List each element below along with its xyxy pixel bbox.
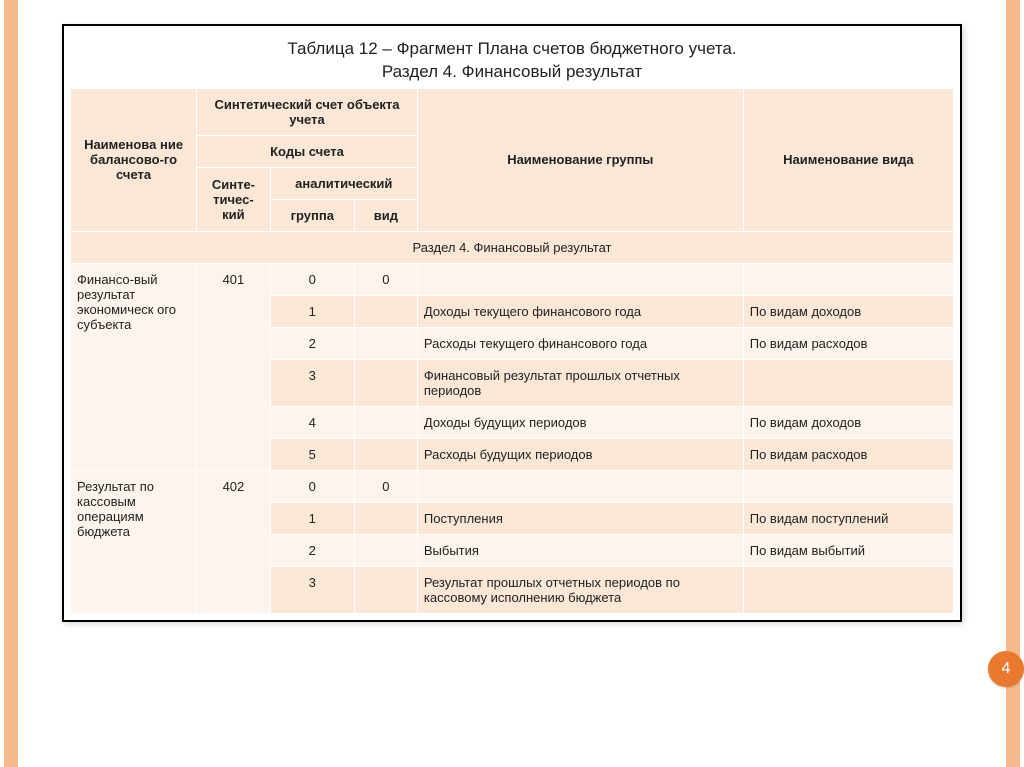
section-row: Раздел 4. Финансовый результат: [71, 231, 954, 263]
group-code-cell: 5: [270, 438, 354, 470]
table-container: Таблица 12 – Фрагмент Плана счетов бюдже…: [62, 24, 962, 622]
kind-name-cell: [743, 359, 953, 406]
header-synthetic-account: Синтетический счет объекта учета: [197, 88, 418, 135]
table-header: Наименова ние балансово-го счета Синтети…: [71, 88, 954, 231]
group-name-cell: [417, 470, 743, 502]
kind-code-cell: [354, 566, 417, 613]
kind-name-cell: По видам доходов: [743, 295, 953, 327]
header-kind-name: Наименование вида: [743, 88, 953, 231]
title-line-1: Таблица 12 – Фрагмент Плана счетов бюдже…: [287, 39, 736, 58]
group-name-cell: Выбытия: [417, 534, 743, 566]
header-synthetic: Синте-тичес-кий: [197, 167, 271, 231]
group-code-cell: 1: [270, 502, 354, 534]
group-code-cell: 2: [270, 327, 354, 359]
group-code-cell: 0: [270, 470, 354, 502]
table-row: Финансо-вый результат экономическ ого су…: [71, 263, 954, 295]
kind-code-cell: 0: [354, 263, 417, 295]
header-analytic: аналитический: [270, 167, 417, 199]
table-body: Раздел 4. Финансовый результат Финансо-в…: [71, 231, 954, 613]
group-code-cell: 2: [270, 534, 354, 566]
group-name-cell: Поступления: [417, 502, 743, 534]
kind-code-cell: [354, 438, 417, 470]
synthetic-code-cell: 401: [197, 263, 271, 470]
kind-code-cell: [354, 406, 417, 438]
kind-name-cell: [743, 470, 953, 502]
kind-code-cell: [354, 295, 417, 327]
page-number: 4: [1002, 660, 1011, 678]
kind-name-cell: По видам доходов: [743, 406, 953, 438]
kind-name-cell: По видам расходов: [743, 327, 953, 359]
header-kind: вид: [354, 199, 417, 231]
group-name-cell: Доходы будущих периодов: [417, 406, 743, 438]
group-code-cell: 0: [270, 263, 354, 295]
group-name-cell: Финансовый результат прошлых отчетных пе…: [417, 359, 743, 406]
table-row: Результат по кассовым операциям бюджета …: [71, 470, 954, 502]
balance-name-cell: Финансо-вый результат экономическ ого су…: [71, 263, 197, 470]
kind-code-cell: [354, 327, 417, 359]
kind-name-cell: [743, 566, 953, 613]
title-line-2: Раздел 4. Финансовый результат: [382, 62, 642, 81]
header-group: группа: [270, 199, 354, 231]
kind-code-cell: 0: [354, 470, 417, 502]
group-name-cell: [417, 263, 743, 295]
kind-code-cell: [354, 534, 417, 566]
group-code-cell: 1: [270, 295, 354, 327]
group-name-cell: Результат прошлых отчетных периодов по к…: [417, 566, 743, 613]
kind-code-cell: [354, 502, 417, 534]
decor-stripe-left: [4, 0, 18, 767]
group-name-cell: Доходы текущего финансового года: [417, 295, 743, 327]
kind-name-cell: [743, 263, 953, 295]
header-group-name: Наименование группы: [417, 88, 743, 231]
section-label: Раздел 4. Финансовый результат: [71, 231, 954, 263]
balance-name-cell: Результат по кассовым операциям бюджета: [71, 470, 197, 613]
table-title: Таблица 12 – Фрагмент Плана счетов бюдже…: [70, 34, 954, 88]
accounts-table: Наименова ние балансово-го счета Синтети…: [70, 88, 954, 614]
group-name-cell: Расходы текущего финансового года: [417, 327, 743, 359]
kind-code-cell: [354, 359, 417, 406]
group-code-cell: 3: [270, 566, 354, 613]
kind-name-cell: По видам расходов: [743, 438, 953, 470]
page-number-badge: 4: [988, 651, 1024, 687]
header-codes: Коды счета: [197, 135, 418, 167]
kind-name-cell: По видам выбытий: [743, 534, 953, 566]
group-code-cell: 4: [270, 406, 354, 438]
synthetic-code-cell: 402: [197, 470, 271, 613]
group-code-cell: 3: [270, 359, 354, 406]
kind-name-cell: По видам поступлений: [743, 502, 953, 534]
group-name-cell: Расходы будущих периодов: [417, 438, 743, 470]
header-balance-name: Наименова ние балансово-го счета: [71, 88, 197, 231]
